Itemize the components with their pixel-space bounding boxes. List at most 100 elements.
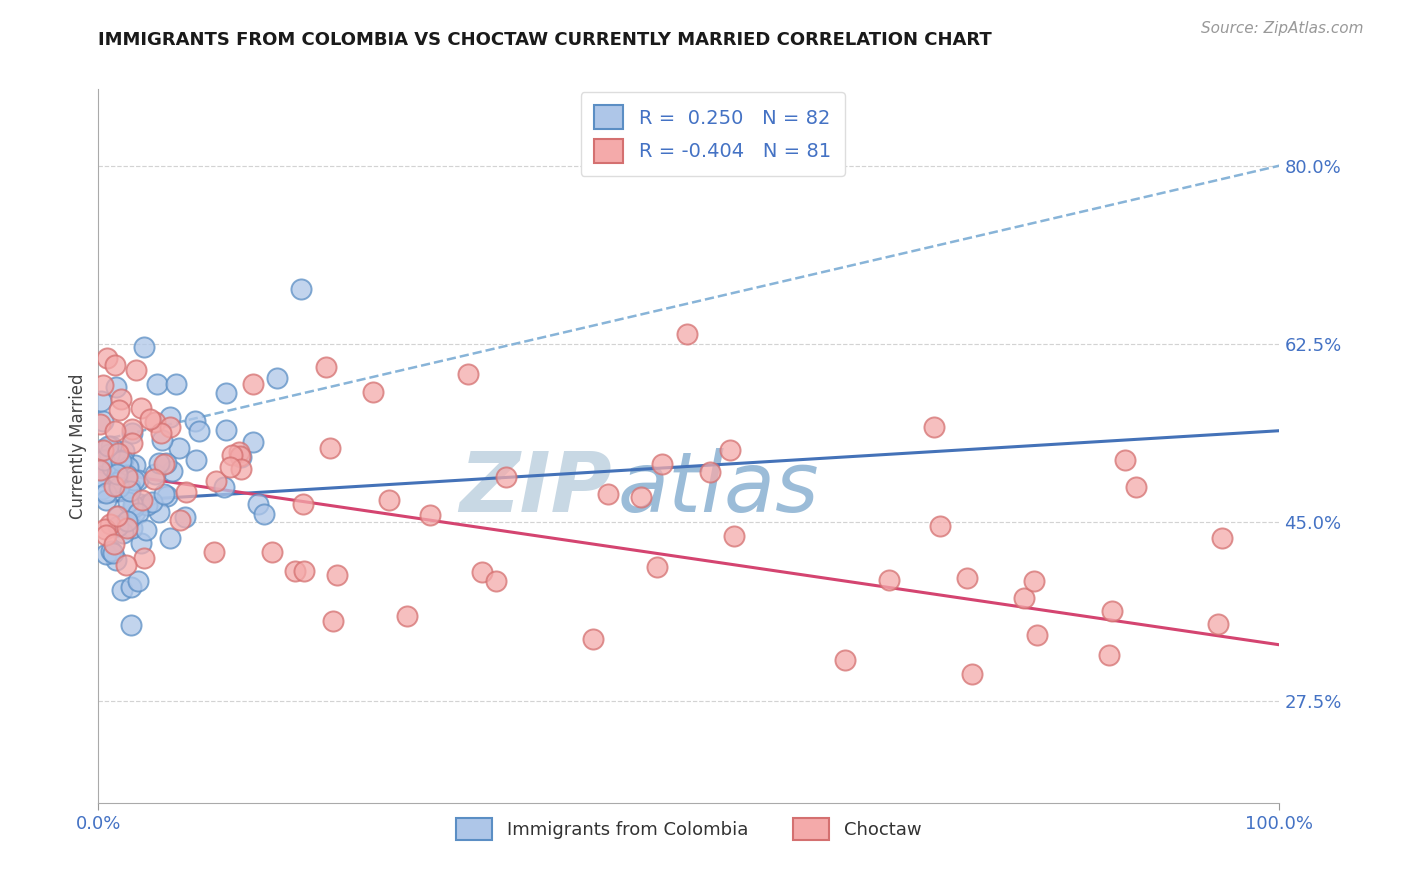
Point bbox=[93, 453, 115, 467]
Point bbox=[105, 508, 128, 523]
Point bbox=[143, 467, 166, 481]
Point bbox=[94, 492, 117, 507]
Point bbox=[922, 420, 945, 434]
Point bbox=[115, 521, 138, 535]
Point bbox=[131, 493, 153, 508]
Point bbox=[1026, 628, 1049, 642]
Point bbox=[100, 439, 122, 453]
Point bbox=[834, 653, 856, 667]
Point bbox=[91, 464, 114, 478]
Point bbox=[186, 453, 208, 467]
Point bbox=[98, 516, 121, 531]
Point bbox=[100, 544, 122, 558]
Point bbox=[120, 480, 142, 494]
Point bbox=[121, 425, 143, 440]
Point bbox=[877, 573, 900, 587]
Point bbox=[292, 497, 315, 511]
Point bbox=[159, 410, 181, 425]
Point bbox=[103, 536, 125, 550]
Point bbox=[169, 513, 191, 527]
Point bbox=[105, 553, 128, 567]
Point bbox=[107, 467, 129, 481]
Point bbox=[103, 479, 125, 493]
Point bbox=[107, 509, 129, 524]
Point bbox=[117, 460, 139, 475]
Point bbox=[215, 423, 238, 437]
Point bbox=[1125, 480, 1147, 494]
Point bbox=[322, 614, 344, 628]
Point bbox=[419, 508, 441, 522]
Point bbox=[219, 460, 242, 475]
Point bbox=[484, 574, 506, 589]
Text: ZIP: ZIP bbox=[460, 449, 612, 529]
Point bbox=[117, 470, 139, 484]
Point bbox=[107, 445, 129, 459]
Point bbox=[262, 544, 284, 558]
Point bbox=[699, 466, 721, 480]
Text: Source: ZipAtlas.com: Source: ZipAtlas.com bbox=[1201, 21, 1364, 36]
Point bbox=[378, 493, 401, 508]
Point bbox=[104, 359, 127, 373]
Point bbox=[1208, 617, 1230, 632]
Point bbox=[118, 484, 141, 499]
Point bbox=[128, 497, 150, 511]
Point bbox=[121, 422, 143, 436]
Point bbox=[135, 523, 157, 537]
Point bbox=[361, 384, 384, 399]
Point bbox=[96, 528, 118, 542]
Point bbox=[215, 385, 238, 400]
Point bbox=[1211, 531, 1233, 545]
Point bbox=[97, 439, 120, 453]
Point bbox=[148, 505, 170, 519]
Point bbox=[104, 424, 127, 438]
Point bbox=[1012, 591, 1035, 605]
Point bbox=[141, 495, 163, 509]
Point bbox=[242, 376, 264, 391]
Point bbox=[107, 475, 129, 489]
Point bbox=[396, 609, 419, 624]
Point bbox=[117, 494, 139, 508]
Point bbox=[582, 632, 605, 647]
Point bbox=[111, 452, 134, 467]
Point bbox=[122, 473, 145, 487]
Point bbox=[229, 449, 252, 463]
Point bbox=[266, 370, 288, 384]
Point bbox=[98, 447, 121, 461]
Point bbox=[124, 505, 146, 519]
Point bbox=[315, 360, 337, 375]
Point bbox=[110, 582, 132, 597]
Point bbox=[111, 469, 134, 483]
Point bbox=[104, 380, 127, 394]
Point bbox=[242, 434, 264, 449]
Point bbox=[127, 473, 149, 487]
Point bbox=[148, 456, 170, 470]
Point bbox=[115, 481, 138, 495]
Point bbox=[115, 514, 138, 528]
Point bbox=[89, 417, 111, 431]
Point bbox=[110, 392, 132, 407]
Point bbox=[89, 468, 111, 483]
Point bbox=[112, 526, 135, 541]
Point bbox=[676, 327, 699, 342]
Point bbox=[149, 425, 172, 440]
Point bbox=[630, 490, 652, 504]
Point bbox=[142, 472, 165, 486]
Point bbox=[204, 474, 226, 488]
Point bbox=[246, 497, 269, 511]
Point bbox=[960, 666, 983, 681]
Point bbox=[96, 486, 118, 500]
Point bbox=[155, 456, 177, 470]
Point bbox=[228, 445, 250, 459]
Point bbox=[229, 450, 252, 464]
Point bbox=[214, 480, 236, 494]
Point bbox=[91, 378, 114, 392]
Point bbox=[292, 565, 315, 579]
Point bbox=[284, 564, 307, 578]
Point bbox=[651, 458, 673, 472]
Point bbox=[112, 443, 135, 458]
Point bbox=[187, 424, 209, 438]
Point bbox=[124, 363, 146, 377]
Point bbox=[124, 458, 146, 473]
Point bbox=[202, 545, 225, 559]
Point bbox=[121, 436, 143, 450]
